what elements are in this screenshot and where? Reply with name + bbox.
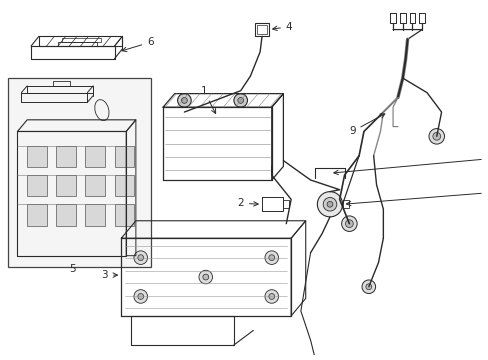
Circle shape <box>345 220 352 228</box>
Circle shape <box>317 192 342 217</box>
Text: 6: 6 <box>122 37 153 51</box>
Bar <box>255 23 268 36</box>
Circle shape <box>264 251 278 265</box>
Bar <box>27 146 46 167</box>
Circle shape <box>323 198 336 211</box>
Circle shape <box>361 280 375 293</box>
Text: 3: 3 <box>102 270 117 280</box>
Text: 8: 8 <box>346 188 488 206</box>
Circle shape <box>233 94 247 107</box>
Circle shape <box>134 290 147 303</box>
Circle shape <box>268 293 274 300</box>
Circle shape <box>428 129 444 144</box>
Circle shape <box>138 293 143 300</box>
Bar <box>114 175 134 197</box>
Text: 9: 9 <box>348 114 384 136</box>
Bar <box>27 175 46 197</box>
Text: 4: 4 <box>272 22 292 32</box>
Circle shape <box>181 98 187 103</box>
Circle shape <box>203 274 208 280</box>
Circle shape <box>177 94 191 107</box>
Text: 1: 1 <box>200 86 215 113</box>
Text: 5: 5 <box>69 264 76 274</box>
Circle shape <box>268 255 274 261</box>
Bar <box>56 146 76 167</box>
Bar <box>27 204 46 226</box>
Bar <box>257 25 266 35</box>
Circle shape <box>365 284 371 290</box>
Circle shape <box>237 98 243 103</box>
Bar <box>114 204 134 226</box>
Text: 2: 2 <box>237 198 258 208</box>
Circle shape <box>138 255 143 261</box>
Bar <box>56 204 76 226</box>
Bar <box>8 78 151 267</box>
Circle shape <box>341 216 356 231</box>
Bar <box>85 204 104 226</box>
Bar <box>114 146 134 167</box>
Circle shape <box>134 251 147 265</box>
Circle shape <box>264 290 278 303</box>
Bar <box>85 175 104 197</box>
Circle shape <box>326 201 332 207</box>
Text: 7: 7 <box>333 154 488 175</box>
Circle shape <box>432 132 440 140</box>
Bar <box>85 146 104 167</box>
Bar <box>56 175 76 197</box>
Circle shape <box>199 270 212 284</box>
